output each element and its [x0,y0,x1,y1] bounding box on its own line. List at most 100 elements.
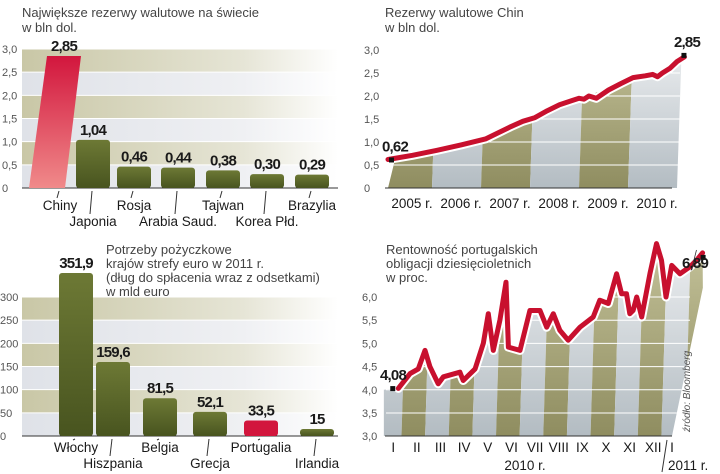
chart-title-line: obligacji dziesięcioletnich [386,256,531,271]
x-tick-label: 2008 r. [538,196,579,211]
x-tick-label: 2005 r. [391,196,432,211]
background-band [22,95,338,119]
y-tick-label: 200 [0,338,18,350]
category-label: Hiszpania [83,456,143,471]
chart-subtitle: w bln dol. [384,20,440,35]
data-label: 15 [309,411,325,428]
x-tick-label: I [670,440,674,455]
background-band [22,343,338,367]
data-label: 0,46 [121,149,147,166]
bar [117,166,151,188]
bar [76,139,110,188]
data-label: 159,6 [96,344,130,361]
bar [143,398,177,436]
y-tick-label: 6,0 [362,292,377,304]
y-tick-label: 100 [0,385,18,397]
background-band [22,72,338,96]
data-label: 0,38 [210,152,236,169]
y-tick-label: 0 [364,183,370,195]
source-label: źródło: Bloomberg [682,350,693,433]
data-label: 0,44 [165,150,192,167]
start-value-label: 4,08 [380,367,406,384]
leader-line [130,190,134,199]
end-marker [681,52,687,58]
y-tick-label: 1,0 [2,137,17,149]
x-tick-label: IX [576,440,589,455]
data-label: 81,5 [147,380,173,397]
bar [244,420,278,436]
data-label: 1,04 [80,122,107,139]
x-tick-label: 2006 r. [440,196,481,211]
data-label: 0,29 [299,157,325,174]
x-tick-label: 2007 r. [489,196,530,211]
y-tick-label: 3,0 [362,431,377,443]
leader-line [56,190,60,199]
data-label: 2,85 [51,38,77,55]
chart-title-line: w proc. [385,270,428,285]
y-tick-label: 3,0 [2,44,17,56]
year-column [481,52,535,188]
leader-line [313,438,317,457]
category-label: Irlandia [295,456,340,471]
chart-title-line: (dług do spłacenia wraz z odsetkami) [106,270,320,285]
x-tick-label: V [483,440,492,455]
y-tick-label: 2,5 [364,68,379,80]
leader-line [206,438,210,457]
data-label: 351,9 [59,255,93,272]
background-band [22,118,338,142]
year-column [579,52,633,188]
y-tick-label: 50 [0,408,12,420]
bar [59,272,93,436]
category-label: Korea Płd. [235,214,298,229]
category-label: Brazylia [288,198,337,213]
bar [295,174,329,188]
y-tick-label: 300 [0,292,18,304]
y-tick-label: 4,0 [362,385,377,397]
x-tick-label: IV [458,440,471,455]
chart-title: Największe rezerwy walutowe na świecie [22,5,259,20]
category-label: Chiny [43,198,78,213]
x-tick-label: 2010 r. [636,196,677,211]
leader-line [109,438,113,457]
y-tick-label: 5,5 [362,315,377,327]
y-tick-label: 1,5 [2,114,17,126]
category-label: Belgia [141,440,179,455]
background-band [22,320,338,344]
chart-title-line: w mld euro [105,284,170,299]
x-tick-label: VIII [549,440,569,455]
year-column [432,52,486,188]
leader-line [156,438,160,441]
leader-line [72,438,76,441]
background-band [22,49,338,73]
chart-title-line: Potrzeby pożyczkowe [106,242,232,257]
leader-line [308,190,312,199]
x-tick-label: X [601,440,610,455]
year-label: 2011 r. [668,458,708,473]
y-tick-label: 2,0 [2,90,17,102]
reserves-line [385,54,687,162]
y-tick-label: 1,5 [364,114,379,126]
y-tick-label: 0,5 [364,160,379,172]
data-label: 52,1 [197,394,223,411]
chart-world-reserves: Największe rezerwy walutowe na świeciew … [2,5,338,229]
background-band [22,297,338,321]
x-tick-label: XI [623,440,636,455]
chart-title-line: Rentowność portugalskich [386,242,538,257]
end-value-label: 2,85 [674,34,700,51]
category-label: Arabia Saud. [139,214,217,229]
chart-title: Rezerwy walutowe Chin [385,5,524,20]
start-marker [389,157,394,163]
y-tick-label: 2,5 [2,67,17,79]
bar [96,362,130,436]
bar [206,170,240,188]
x-tick-label: VII [527,440,544,455]
year-label: 2010 r. [504,458,545,473]
x-tick-label: XII [645,440,662,455]
end-marker [700,254,706,260]
bar [250,174,284,188]
y-tick-label: 3,0 [364,45,379,57]
